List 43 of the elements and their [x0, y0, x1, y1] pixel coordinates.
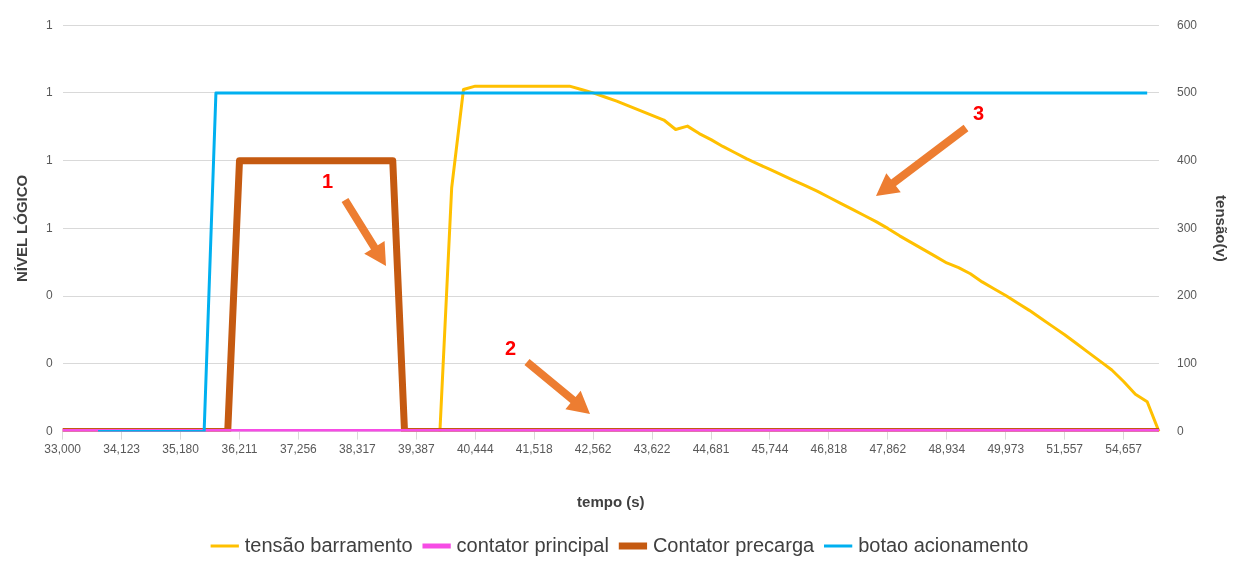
x-tick-label: 46,818: [810, 442, 848, 457]
annotation: 3: [973, 102, 985, 125]
x-tick-label: 43,622: [633, 442, 671, 457]
x-tick-label: 44,681: [692, 442, 730, 457]
y-axis-title: NÍVEL LÓGICO: [13, 174, 31, 283]
x-tick-label: 42,562: [574, 442, 612, 457]
x-tick-label: 39,387: [397, 442, 435, 457]
y2-tick-label: 100: [1176, 356, 1198, 371]
y-tick-label: 1: [45, 85, 53, 100]
annotation: 1: [322, 170, 334, 193]
x-tick-label: 36,211: [221, 442, 258, 457]
x-tick-label: 34,123: [103, 442, 141, 457]
legend-label: botao acionamento: [858, 533, 1029, 556]
x-tick-label: 37,256: [280, 442, 318, 457]
y2-tick-label: 300: [1176, 220, 1198, 235]
y2-tick-label: 600: [1176, 17, 1198, 32]
legend-label: contator principal: [456, 533, 609, 556]
x-tick-label: 41,518: [515, 442, 553, 457]
x-tick-label: 51,557: [1046, 442, 1084, 457]
legend-label: Contator precarga: [652, 533, 816, 556]
y2-tick-label: 0: [1176, 423, 1184, 438]
y-tick-label: 0: [45, 288, 53, 303]
x-tick-label: 40,444: [456, 442, 494, 457]
x-tick-label: 54,657: [1105, 442, 1143, 457]
y-tick-label: 1: [45, 17, 53, 32]
x-tick-label: 45,744: [751, 442, 789, 457]
y-tick-label: 0: [45, 423, 53, 438]
x-tick-label: 33,000: [44, 442, 82, 457]
x-tick-label: 49,973: [987, 442, 1025, 457]
y2-axis-title: tensão(v): [1212, 195, 1230, 262]
y2-tick-label: 400: [1176, 152, 1198, 167]
y2-tick-label: 200: [1176, 288, 1198, 303]
x-tick-label: 38,317: [339, 442, 377, 457]
y-tick-label: 0: [45, 356, 53, 371]
x-tick-label: 35,180: [162, 442, 200, 457]
x-axis-title: tempo (s): [577, 493, 645, 511]
y2-tick-label: 500: [1176, 85, 1198, 100]
annotation: 2: [505, 337, 517, 360]
x-tick-label: 48,934: [928, 442, 966, 457]
x-tick-label: 47,862: [869, 442, 907, 457]
legend-label: tensão barramento: [244, 533, 413, 556]
y-tick-label: 1: [45, 152, 53, 167]
y-tick-label: 1: [45, 220, 53, 235]
